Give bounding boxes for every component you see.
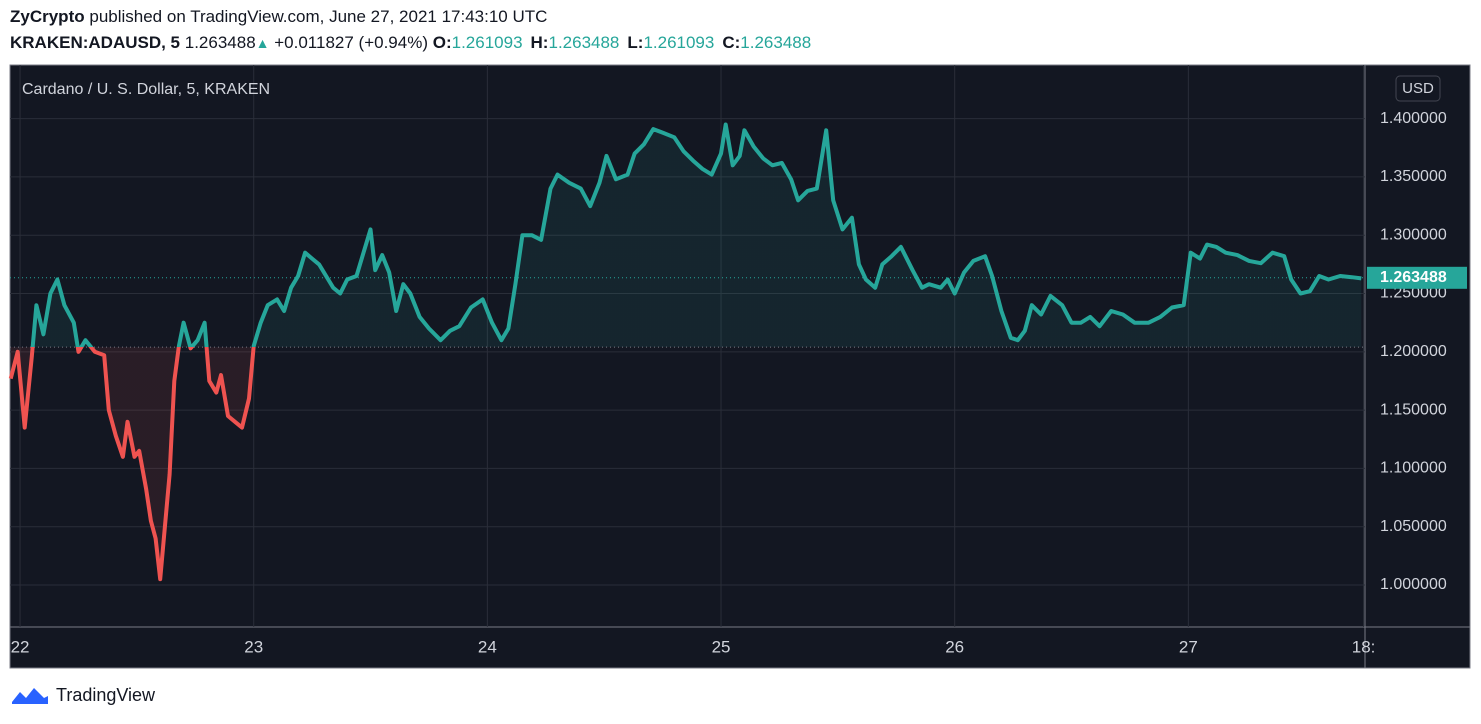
x-tick-label: 22 [11, 637, 30, 656]
last-price-box [1367, 266, 1467, 289]
area-fill [10, 124, 1362, 580]
y-tick-label: 1.000000 [1380, 576, 1447, 593]
publish-line: ZyCrypto published on TradingView.com, J… [10, 7, 547, 27]
x-tick-label: 23 [244, 637, 263, 656]
author: ZyCrypto [10, 7, 85, 26]
x-tick-label: 25 [712, 637, 731, 656]
ohlc-value: 1.263488 [548, 33, 620, 52]
x-tick-label: 27 [1179, 637, 1198, 656]
footer: TradingView [10, 684, 155, 706]
y-tick-label: 1.050000 [1380, 518, 1447, 535]
last-price-label: 1.263488 [1380, 269, 1447, 286]
y-tick-label: 1.250000 [1380, 285, 1447, 302]
currency-box [1395, 75, 1441, 102]
up-arrow: ▲ [255, 35, 270, 51]
y-tick-label: 1.300000 [1380, 226, 1447, 243]
published: published on TradingView.com, June 27, 2… [89, 7, 548, 26]
ohlc-value: 1.261093 [451, 33, 523, 52]
y-tick-label: 1.100000 [1380, 460, 1447, 477]
chart-title: Cardano / U. S. Dollar, 5, KRAKEN [22, 81, 270, 98]
x-tick-label: 18: [1352, 637, 1376, 656]
x-tick-label: 26 [945, 637, 964, 656]
price-line [8, 122, 1362, 582]
change: +0.011827 (+0.94%) [274, 33, 428, 52]
currency-label: USD [1402, 80, 1434, 97]
ohlc: O:1.261093 H:1.263488 L:1.261093 C:1.263488 [433, 33, 819, 52]
ohlc-label: C: [722, 33, 741, 52]
ohlc-value: 1.263488 [740, 33, 812, 52]
quote-line: KRAKEN:ADAUSD, 5 1.263488▲ +0.011827 (+0… [10, 33, 819, 53]
price: 1.263488 [184, 33, 256, 52]
brand: TradingView [56, 684, 156, 705]
y-tick-label: 1.350000 [1380, 168, 1447, 185]
ohlc-label: O: [432, 33, 452, 52]
y-tick-label: 1.400000 [1380, 110, 1447, 127]
symbol: KRAKEN:ADAUSD, 5 [10, 33, 181, 52]
logo [12, 688, 48, 704]
x-tick-label: 24 [478, 637, 497, 656]
y-tick-label: 1.150000 [1380, 401, 1447, 418]
ohlc-label: L: [627, 33, 644, 52]
y-tick-label: 1.200000 [1380, 343, 1447, 360]
ohlc-label: H: [530, 33, 549, 52]
ohlc-value: 1.261093 [643, 33, 715, 52]
